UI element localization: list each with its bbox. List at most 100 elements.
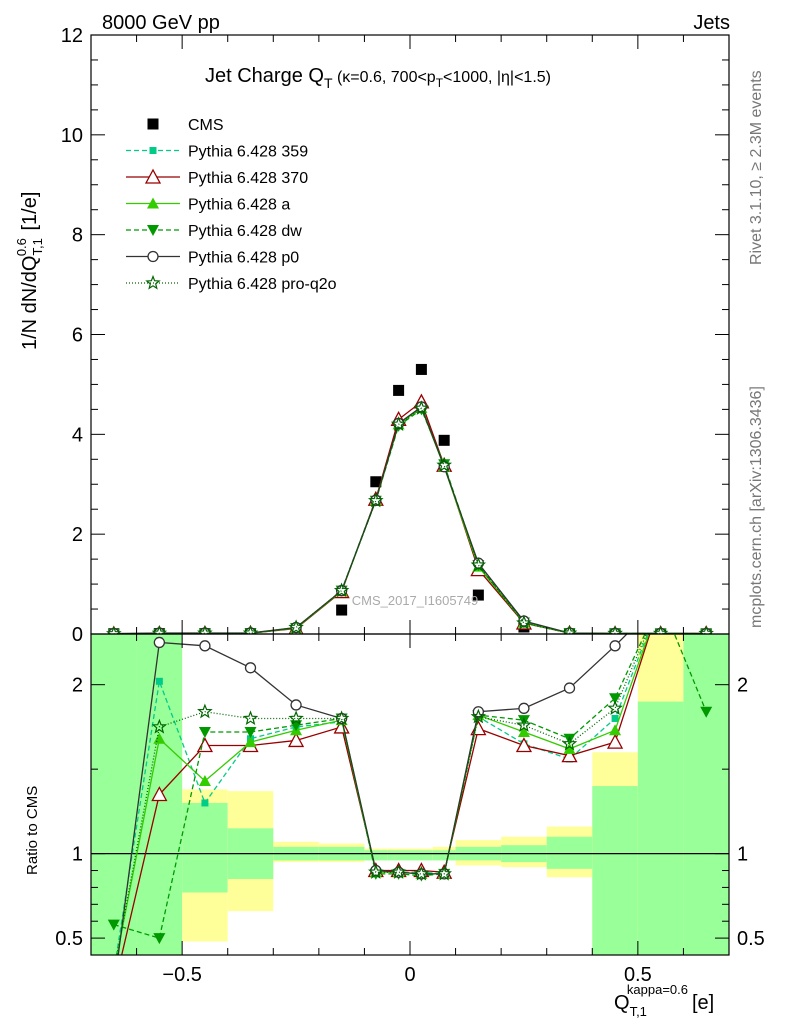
data-point [652,625,669,634]
ratio-point [611,714,619,722]
legend-marker [147,118,159,130]
ratio-y-tick-label: 1 [737,844,748,866]
ratio-point [609,693,622,705]
data-point [370,476,382,488]
data-point [151,625,168,634]
ratio-y-tick-label: 0.5 [55,928,83,950]
series-6 [106,400,714,634]
ratio-point [390,864,407,879]
y-tick-label: 0 [72,624,83,646]
data-point [390,416,407,431]
x-tick-label: 0 [404,964,415,986]
stat-uncertainty-band [432,850,456,861]
ratio-point [563,733,576,745]
legend-marker [145,274,161,290]
data-point [197,625,213,634]
svg-text:1/N dN/dQT,10.6 [1/e]: 1/N dN/dQT,10.6 [1/e] [14,192,45,350]
data-point [698,625,714,634]
ratio-point [107,919,120,931]
ratio-point [517,715,530,727]
data-point [288,619,304,634]
data-point [438,434,450,446]
main-title: Jet Charge QT (κ=0.6, 700<pT<1000, |η|<1… [205,65,551,91]
ratio-xlabel: QT,1kappa=0.6[e] [614,982,714,1019]
ratio-point [436,865,452,881]
legend-label: Pythia 6.428 a [188,197,290,214]
data-point [242,624,259,634]
legend-marker [147,250,159,263]
data-point [415,363,427,375]
ratio-point [561,735,578,751]
ratio-point [153,933,166,945]
header-right: Jets [693,12,730,34]
ratio-point [244,662,257,674]
stat-uncertainty-band [546,836,593,869]
legend-entry: Pythia 6.428 pro-q2o [126,274,337,293]
data-point [436,457,453,472]
data-point [470,556,487,572]
ratio-point [153,636,166,649]
x-tick-label: −0.5 [162,964,201,986]
legend-entry: Pythia 6.428 p0 [126,250,299,267]
y-tick-label: 6 [72,325,83,347]
ratio-point [607,700,623,715]
ratio-y-tick-label: 1 [72,844,83,866]
data-point [607,625,623,634]
ratio-point [197,703,213,719]
ratio-y-tick-label: 2 [737,675,748,697]
main-ylabel: 1/N dN/dQT,10.6 [1/e] [14,192,45,350]
ratio-point [198,774,211,786]
ratio-point [288,710,304,726]
ratio-point [244,736,257,748]
legend-marker [144,168,162,184]
data-point [333,582,350,598]
stat-uncertainty-band [637,701,684,955]
data-point [106,625,122,634]
ratio-point [151,786,168,802]
ratio-point [333,710,350,726]
legend-label: Pythia 6.428 370 [188,170,308,187]
y-tick-label: 4 [72,424,83,446]
ratio-point [563,742,576,754]
legend-entry: CMS [147,117,224,134]
ratio-uncertainty-bands [91,634,729,955]
ratio-point [515,737,533,753]
y-tick-label: 12 [61,25,83,47]
main-frame [90,34,730,635]
svg-text:Jet Charge QT (κ=0.6, 700<pT<1: Jet Charge QT (κ=0.6, 700<pT<1000, |η|<1… [205,65,551,91]
ratio-point [609,724,622,736]
ratio-point [606,733,624,749]
ratio-line [117,634,628,955]
stat-uncertainty-band [410,850,433,861]
ratio-point [244,726,257,738]
legend: CMS Pythia 6.428 359 Pythia 6.428 370 Pythi… [126,117,337,293]
legend-label: Pythia 6.428 p0 [188,250,299,267]
ratio-point [333,718,350,734]
ratio-point [155,677,163,685]
legend-entry: Pythia 6.428 a [126,197,290,214]
legend-entry: Pythia 6.428 dw [126,223,302,240]
ratio-y-tick-label: 2 [72,675,83,697]
ratio-point [517,725,530,737]
ratio-point [413,865,430,881]
ratio-point [151,718,168,734]
ratio-point [201,799,209,807]
ratio-point [198,726,211,738]
stat-uncertainty-band [91,634,137,955]
data-point [336,604,348,616]
stat-uncertainty-band [592,786,638,955]
ratio-line [121,634,651,955]
data-point [561,625,578,634]
ratio-point [561,747,578,763]
legend-label: Pythia 6.428 dw [188,223,302,240]
legend-marker [147,197,159,209]
legend-label: Pythia 6.428 pro-q2o [188,276,337,293]
ratio-series-5 [116,634,648,955]
legend-marker [147,225,159,236]
watermark: CMS_2017_I1605749 [352,593,479,608]
stat-uncertainty-band [387,850,410,861]
data-point [393,384,405,396]
data-point [367,492,384,508]
stat-uncertainty-band [182,802,228,893]
